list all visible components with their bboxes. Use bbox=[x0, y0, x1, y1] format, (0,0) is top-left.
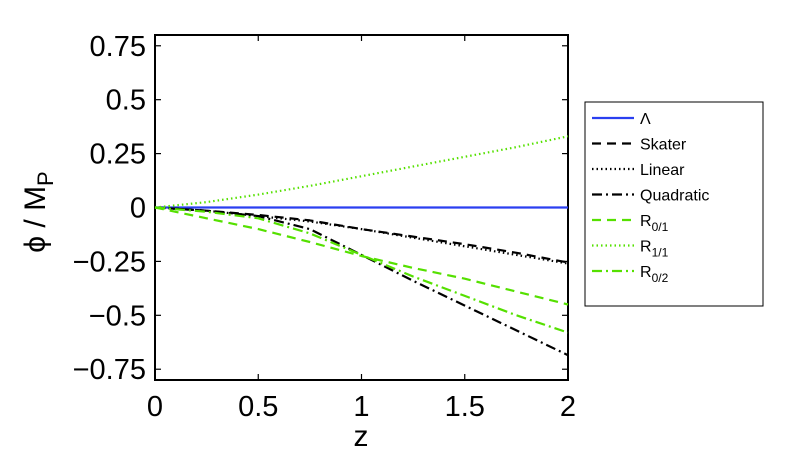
series-lines bbox=[154, 135, 569, 357]
series-line-4 bbox=[154, 206, 569, 306]
legend-label: R1/1 bbox=[640, 239, 669, 260]
y-axis-label-main: ϕ / M bbox=[19, 186, 52, 253]
series-line-2 bbox=[154, 206, 569, 265]
legend: Λ Skater Linear Quadratic R0/1 R1/1 R0/2 bbox=[584, 101, 764, 307]
plot-area bbox=[154, 34, 569, 381]
y-tick-label: 0.25 bbox=[90, 139, 146, 171]
y-axis-label: ϕ / MP bbox=[19, 171, 58, 252]
y-tick-label: 0.75 bbox=[90, 31, 146, 63]
series-line-6 bbox=[154, 206, 569, 334]
svg-text:ϕ / MP: ϕ / MP bbox=[19, 171, 58, 252]
x-tick-label: 2 bbox=[560, 391, 576, 423]
x-tick-label: 1.5 bbox=[445, 391, 485, 423]
y-axis-label-sub: P bbox=[33, 171, 58, 186]
x-tick-label: 0 bbox=[147, 391, 163, 423]
legend-label: Linear bbox=[640, 162, 685, 179]
y-tick-label: −0.5 bbox=[89, 300, 146, 332]
legend-label: Λ bbox=[640, 111, 651, 128]
y-tick-label: −0.75 bbox=[73, 354, 146, 386]
y-tick-label: −0.25 bbox=[73, 246, 146, 278]
x-tick-labels: 0 0.5 1 1.5 2 bbox=[147, 391, 576, 423]
legend-label: R0/2 bbox=[640, 264, 669, 285]
legend-label: Skater bbox=[640, 137, 687, 154]
legend-label: R0/1 bbox=[640, 213, 669, 234]
y-tick-labels: 0.75 0.5 0.25 0 −0.25 −0.5 −0.75 bbox=[73, 31, 146, 386]
x-tick-label: 0.5 bbox=[238, 391, 278, 423]
x-tick-label: 1 bbox=[353, 391, 369, 423]
y-tick-label: 0 bbox=[130, 193, 146, 225]
x-axis-label: z bbox=[354, 420, 369, 453]
y-tick-label: 0.5 bbox=[106, 85, 146, 117]
legend-label: Quadratic bbox=[640, 188, 709, 205]
